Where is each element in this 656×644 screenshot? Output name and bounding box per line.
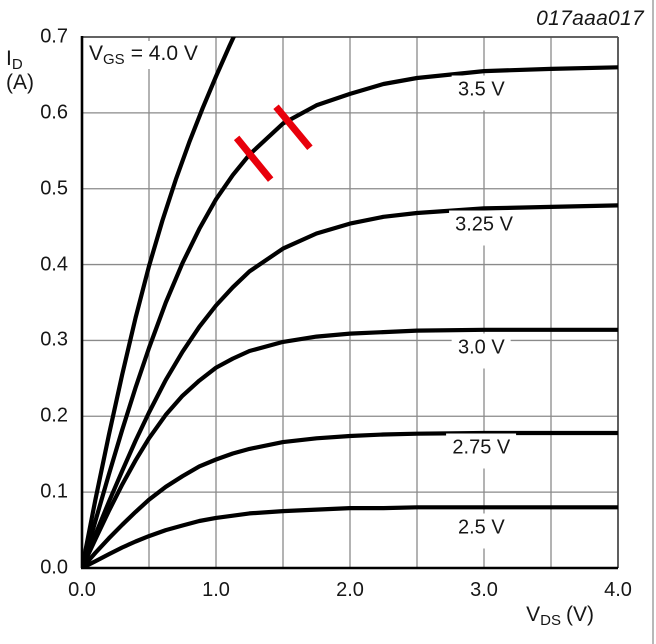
curve-label-3.5V: 3.5 V bbox=[451, 75, 511, 111]
y-tick-label-0.7: 0.7 bbox=[40, 25, 68, 48]
x-tick-label-1.0: 1.0 bbox=[202, 579, 230, 601]
red-slash-annotation bbox=[273, 104, 313, 150]
figure-id: 017aaa017 bbox=[536, 7, 644, 30]
y-axis-title: ID (A) bbox=[6, 47, 34, 95]
curve-3.5v bbox=[82, 65, 618, 568]
y-tick-label-0.0: 0.0 bbox=[40, 556, 68, 579]
curve-3.25v bbox=[82, 203, 618, 568]
y-axis-subscript: D bbox=[11, 56, 23, 73]
x-axis-symbol: V bbox=[526, 603, 541, 626]
curve-2.75v bbox=[82, 430, 618, 568]
y-tick-label-0.3: 0.3 bbox=[40, 328, 68, 351]
y-tick-label-0.6: 0.6 bbox=[40, 101, 68, 124]
x-tick-label-4.0: 4.0 bbox=[604, 579, 632, 601]
y-tick-label-0.4: 0.4 bbox=[40, 253, 68, 276]
x-axis-title: VDS (V) bbox=[526, 603, 594, 629]
curve-3.0v bbox=[82, 327, 618, 568]
y-tick-label-0.2: 0.2 bbox=[40, 404, 68, 427]
y-tick-label-0.1: 0.1 bbox=[40, 480, 68, 503]
curve-label-3.0V: 3.0 V bbox=[451, 333, 511, 369]
red-slash-annotation bbox=[233, 135, 274, 182]
y-axis-unit: (A) bbox=[6, 71, 34, 94]
page-edge-line bbox=[652, 0, 654, 644]
x-tick-label-0.0: 0.0 bbox=[68, 579, 96, 601]
curve-label-3.25V: 3.25 V bbox=[449, 210, 519, 246]
curve-2.5v bbox=[82, 505, 618, 568]
x-tick-label-2.0: 2.0 bbox=[336, 579, 364, 601]
x-tick-label-3.0: 3.0 bbox=[470, 579, 498, 601]
vgs-symbol: V bbox=[89, 42, 104, 65]
vgs-curve-label-4v: VGS = 4.0 V bbox=[86, 41, 206, 69]
curve-label-2.75V: 2.75 V bbox=[446, 433, 517, 469]
x-axis-subscript: DS bbox=[540, 612, 561, 629]
x-axis-unit: (V) bbox=[566, 603, 594, 626]
vgs-subscript: GS bbox=[103, 51, 125, 68]
curve-label-2.5V: 2.5 V bbox=[451, 513, 511, 549]
vgs-value: = 4.0 V bbox=[130, 42, 198, 65]
y-tick-label-0.5: 0.5 bbox=[40, 177, 68, 200]
y-axis-symbol: I bbox=[6, 47, 12, 70]
curve-4.0v bbox=[82, 37, 236, 568]
